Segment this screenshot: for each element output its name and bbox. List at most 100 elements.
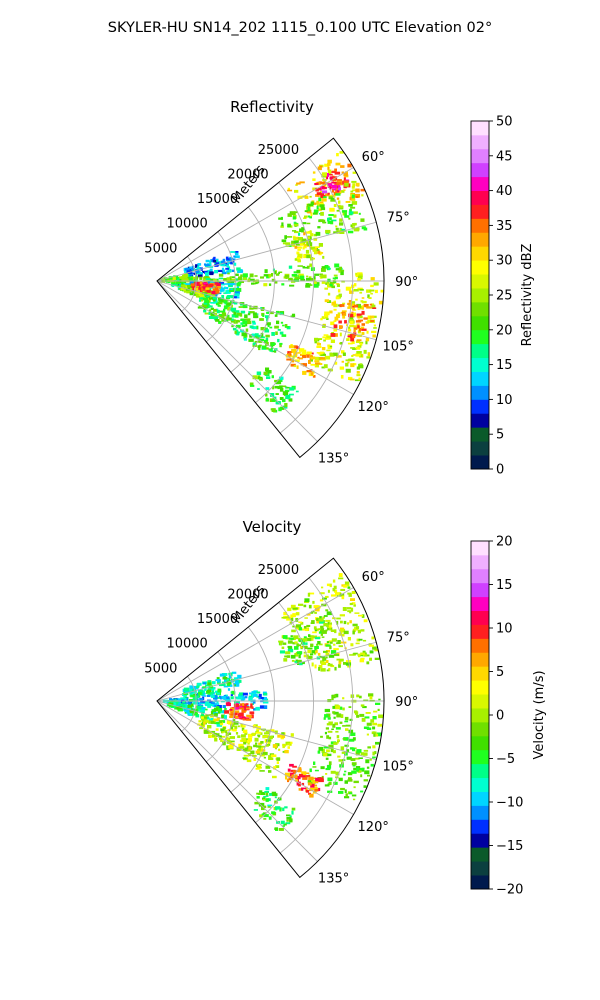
echo-cell — [279, 397, 284, 400]
echo-cell — [352, 737, 356, 741]
echo-cell — [254, 282, 258, 285]
echo-cell — [212, 315, 218, 320]
echo-cell — [296, 643, 299, 647]
echo-cell — [248, 338, 254, 342]
echo-cell — [211, 681, 216, 685]
echo-cell — [202, 686, 207, 688]
echo-cell — [356, 339, 362, 342]
echo-cell — [260, 752, 265, 757]
echo-cell — [327, 663, 333, 667]
echo-cell — [340, 190, 345, 193]
echo-cell — [348, 706, 352, 708]
echo-cell — [357, 325, 360, 329]
echo-cell — [275, 331, 278, 335]
echo-cell — [363, 699, 369, 702]
echo-cell — [370, 277, 375, 281]
echo-cell — [295, 775, 301, 780]
echo-cell — [303, 245, 307, 249]
colorbar-tick-label: 5 — [496, 428, 504, 443]
echo-cell — [251, 703, 254, 705]
echo-cell — [262, 751, 268, 756]
echo-cell — [279, 406, 285, 410]
echo-cell — [359, 363, 363, 365]
echo-cell — [304, 598, 310, 603]
echo-cell — [206, 689, 212, 693]
echo-cell — [274, 325, 279, 329]
echo-cell — [331, 728, 334, 730]
echo-cell — [242, 304, 248, 308]
echo-cell — [258, 339, 263, 343]
echo-cell — [241, 695, 244, 697]
echo-cell — [348, 336, 351, 339]
echo-cell — [309, 787, 315, 791]
echo-cell — [297, 237, 303, 241]
echo-cell — [320, 181, 325, 184]
echo-cell — [335, 162, 341, 166]
echo-cell — [207, 292, 213, 296]
echo-cell — [232, 728, 237, 732]
echo-cell — [351, 591, 356, 594]
echo-cell — [237, 713, 241, 717]
echo-cell — [199, 295, 205, 298]
echo-cell — [214, 703, 220, 705]
echo-cell — [217, 270, 222, 272]
echo-cell — [327, 169, 332, 174]
echo-cell — [322, 255, 325, 259]
colorbar-swatch — [471, 777, 489, 792]
echo-cell — [322, 336, 327, 339]
echo-cell — [266, 347, 269, 350]
echo-cell — [196, 682, 202, 686]
echo-cell — [355, 298, 358, 301]
theta-tick-label: 120° — [358, 400, 389, 415]
echo-cell — [210, 307, 214, 310]
echo-cell — [368, 297, 372, 299]
echo-cell — [265, 765, 271, 769]
echo-cell — [197, 263, 202, 266]
colorbar-swatch — [471, 596, 489, 611]
echo-cell — [258, 793, 261, 795]
echo-cell — [306, 222, 311, 225]
echo-cell — [263, 274, 270, 277]
echo-cell — [350, 607, 354, 612]
echo-cell — [301, 787, 304, 791]
echo-cell — [347, 772, 353, 776]
echo-cell — [299, 275, 305, 280]
echo-cell — [274, 385, 280, 389]
echo-cell — [312, 375, 316, 378]
echo-cell — [181, 278, 187, 282]
echo-cell — [255, 731, 262, 734]
echo-cell — [286, 814, 291, 817]
echo-cell — [245, 703, 249, 706]
echo-cell — [229, 715, 234, 718]
echo-cell — [351, 226, 355, 230]
echo-cell — [272, 775, 277, 779]
echo-cell — [239, 302, 245, 305]
echo-cell — [296, 781, 301, 786]
echo-cell — [360, 218, 365, 222]
echo-cell — [290, 211, 296, 215]
echo-cell — [348, 326, 351, 330]
echo-cell — [172, 276, 176, 280]
echo-cell — [355, 757, 360, 760]
echo-cell — [352, 171, 356, 174]
echo-cell — [291, 349, 297, 353]
echo-cell — [256, 325, 259, 330]
echo-cell — [253, 315, 259, 319]
echo-cell — [313, 281, 317, 285]
echo-cell — [343, 177, 346, 181]
echo-cell — [372, 307, 377, 309]
colorbar-tick-label: −10 — [496, 796, 523, 811]
colorbar-swatch — [471, 638, 489, 653]
echo-cell — [212, 299, 216, 302]
echo-cell — [351, 201, 358, 205]
echo-cell — [352, 211, 358, 214]
r-tick-label: 10000 — [166, 217, 207, 232]
echo-cell — [165, 278, 170, 281]
echo-cell — [216, 309, 220, 314]
echo-cell — [327, 163, 331, 166]
echo-cell — [360, 657, 365, 660]
echo-cell — [314, 646, 319, 649]
echo-cell — [231, 671, 237, 674]
echo-cell — [274, 730, 278, 735]
echo-cell — [290, 635, 293, 638]
